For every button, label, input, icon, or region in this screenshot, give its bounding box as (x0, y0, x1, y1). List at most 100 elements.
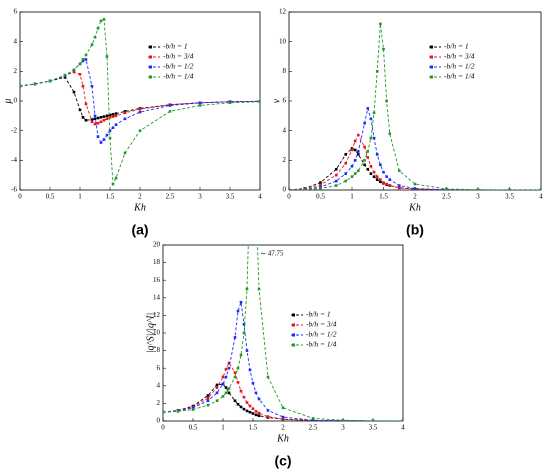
point (206, 403, 210, 407)
point (251, 407, 255, 410)
point (366, 107, 370, 110)
point (233, 399, 237, 403)
y-tick-label: 8 (283, 67, 287, 75)
point (81, 84, 85, 88)
point (176, 410, 180, 413)
chart: 0 0.5 1 1.5 2 2.5 3 3.5 4 -6 -4 -2 0 2 4 6 Kh μ (a) -b/h = … (2, 8, 262, 238)
plot-area (162, 244, 404, 422)
point (78, 108, 82, 112)
point (163, 410, 165, 414)
y-tick-label: 12 (279, 8, 287, 16)
point (99, 141, 103, 144)
point (248, 404, 252, 408)
point (353, 139, 357, 143)
point (90, 43, 94, 46)
point (341, 418, 345, 421)
point (353, 159, 357, 162)
plot-area (288, 11, 542, 191)
y-tick-label: 6 (283, 97, 287, 105)
x-axis-label: Kh (133, 202, 146, 213)
x-tick-label: 3.5 (369, 424, 378, 432)
y-tick-label: 2 (14, 67, 18, 75)
point (242, 395, 246, 399)
point (245, 409, 249, 413)
legend-marker (430, 65, 433, 69)
point (397, 186, 401, 190)
y-tick-label: 0 (14, 97, 18, 105)
point (319, 185, 322, 189)
point (385, 175, 388, 178)
point (93, 117, 97, 121)
point (215, 383, 219, 387)
point (366, 167, 370, 171)
legend-marker (292, 323, 295, 327)
point (397, 184, 401, 187)
point (369, 136, 373, 140)
x-tick-label: 2 (413, 193, 417, 201)
point (369, 172, 373, 175)
point (111, 126, 115, 129)
legend-label: -b/h = 1 (163, 42, 188, 51)
y-axis-label: ν (271, 98, 282, 103)
point (257, 287, 261, 291)
x-tick-label: 0.5 (189, 424, 198, 432)
x-tick-label: 1.5 (249, 424, 258, 432)
x-tick-label: 3 (476, 193, 480, 201)
point (227, 366, 231, 370)
legend-label: -b/h = 1/4 (306, 340, 337, 349)
point (96, 116, 100, 120)
point (99, 19, 103, 23)
point (215, 391, 219, 395)
point (334, 173, 338, 177)
point (413, 182, 417, 186)
legend-marker (430, 55, 433, 59)
point (108, 129, 112, 132)
y-tick-label: 6 (157, 364, 161, 372)
point (245, 349, 249, 352)
point (108, 116, 112, 119)
point (90, 118, 94, 121)
point (379, 180, 382, 184)
point (239, 389, 243, 393)
point (227, 361, 231, 365)
point (198, 101, 202, 105)
point (138, 110, 142, 114)
point (72, 90, 76, 94)
point (379, 22, 382, 26)
point (102, 115, 106, 118)
y-tick-label: 6 (14, 8, 18, 16)
y-tick-label: -2 (11, 126, 17, 134)
point (266, 415, 270, 418)
point (372, 175, 376, 178)
x-tick-label: 1.5 (379, 193, 388, 201)
y-tick-label: -4 (11, 156, 17, 164)
point (385, 182, 388, 186)
legend-marker (292, 343, 295, 347)
point (221, 395, 225, 398)
y-tick-label: 4 (157, 381, 161, 389)
legend-marker (149, 65, 152, 69)
legend-label: -b/h = 1 (444, 42, 469, 51)
point (191, 408, 195, 411)
point (350, 164, 354, 168)
x-tick-label: 3 (198, 193, 202, 201)
x-tick-label: 4 (401, 424, 405, 432)
x-tick-label: 2 (281, 424, 285, 432)
point (251, 412, 255, 415)
point (81, 116, 85, 119)
point (93, 122, 97, 126)
legend-label: -b/h = 1 (306, 310, 331, 319)
point (84, 102, 88, 106)
legend-label: -b/h = 1/2 (444, 62, 475, 71)
point (319, 181, 322, 184)
point (257, 411, 261, 415)
point (81, 58, 85, 61)
point (401, 419, 403, 421)
y-tick-label: 10 (279, 37, 287, 45)
x-tick-label: 2.5 (442, 193, 451, 201)
point (388, 132, 392, 135)
point (48, 79, 52, 83)
y-axis-label: |q^S|/|q^I| (145, 313, 156, 354)
x-tick-label: 1 (221, 424, 225, 432)
